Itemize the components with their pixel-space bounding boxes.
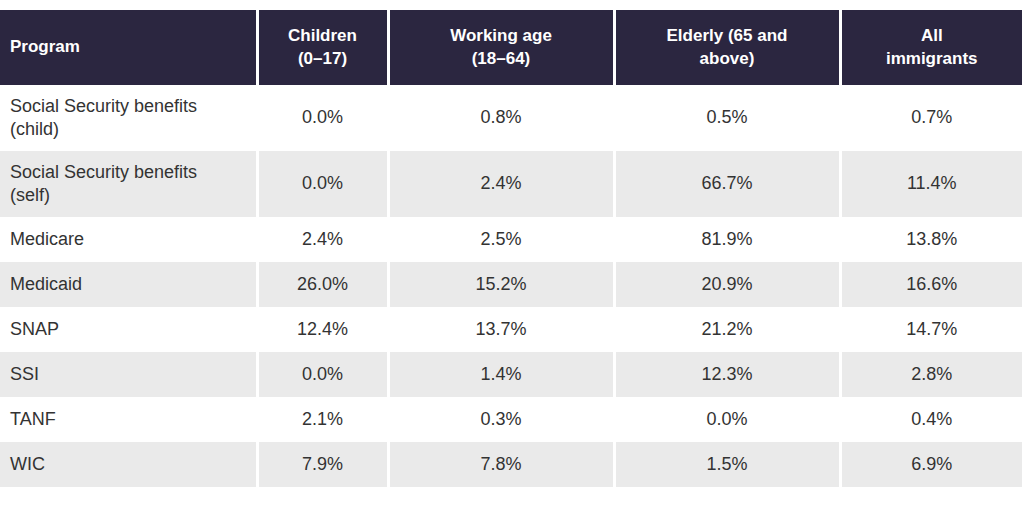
value-cell: 0.0% [257,151,388,217]
value-cell: 2.5% [388,217,614,262]
value-cell: 0.0% [257,352,388,397]
value-cell: 11.4% [840,151,1022,217]
value-cell: 66.7% [614,151,840,217]
table-row-medicaid: Medicaid 26.0% 15.2% 20.9% 16.6% [0,262,1022,307]
value-cell: 81.9% [614,217,840,262]
value-cell: 2.4% [257,217,388,262]
table-row-snap: SNAP 12.4% 13.7% 21.2% 14.7% [0,307,1022,352]
table-body: Social Security benefits (child) 0.0% 0.… [0,85,1022,487]
value-cell: 13.7% [388,307,614,352]
value-cell: 1.4% [388,352,614,397]
value-cell: 14.7% [840,307,1022,352]
table-row-ss-child: Social Security benefits (child) 0.0% 0.… [0,85,1022,151]
header-cell-program: Program [0,10,257,85]
benefits-table: Program Children (0–17) Working age (18–… [0,10,1022,487]
table-row-ssi: SSI 0.0% 1.4% 12.3% 2.8% [0,352,1022,397]
header-row: Program Children (0–17) Working age (18–… [0,10,1022,85]
value-cell: 15.2% [388,262,614,307]
value-cell: 0.4% [840,397,1022,442]
table-row-tanf: TANF 2.1% 0.3% 0.0% 0.4% [0,397,1022,442]
value-cell: 0.8% [388,85,614,151]
value-cell: 0.3% [388,397,614,442]
program-cell: Social Security benefits (self) [0,151,257,217]
program-cell: Medicare [0,217,257,262]
value-cell: 26.0% [257,262,388,307]
program-cell: SSI [0,352,257,397]
value-cell: 7.9% [257,442,388,487]
value-cell: 0.0% [257,85,388,151]
header-cell-working-age: Working age (18–64) [388,10,614,85]
header-cell-all-immigrants: All immigrants [840,10,1022,85]
table-header: Program Children (0–17) Working age (18–… [0,10,1022,85]
value-cell: 20.9% [614,262,840,307]
header-cell-elderly: Elderly (65 and above) [614,10,840,85]
program-cell: TANF [0,397,257,442]
table-row-wic: WIC 7.9% 7.8% 1.5% 6.9% [0,442,1022,487]
value-cell: 2.8% [840,352,1022,397]
value-cell: 0.0% [614,397,840,442]
program-cell: WIC [0,442,257,487]
value-cell: 2.1% [257,397,388,442]
value-cell: 0.5% [614,85,840,151]
value-cell: 1.5% [614,442,840,487]
value-cell: 16.6% [840,262,1022,307]
program-cell: Social Security benefits (child) [0,85,257,151]
value-cell: 12.4% [257,307,388,352]
value-cell: 0.7% [840,85,1022,151]
program-cell: Medicaid [0,262,257,307]
header-cell-children: Children (0–17) [257,10,388,85]
value-cell: 6.9% [840,442,1022,487]
value-cell: 13.8% [840,217,1022,262]
value-cell: 21.2% [614,307,840,352]
table-row-medicare: Medicare 2.4% 2.5% 81.9% 13.8% [0,217,1022,262]
value-cell: 12.3% [614,352,840,397]
value-cell: 7.8% [388,442,614,487]
table-row-ss-self: Social Security benefits (self) 0.0% 2.4… [0,151,1022,217]
program-cell: SNAP [0,307,257,352]
value-cell: 2.4% [388,151,614,217]
